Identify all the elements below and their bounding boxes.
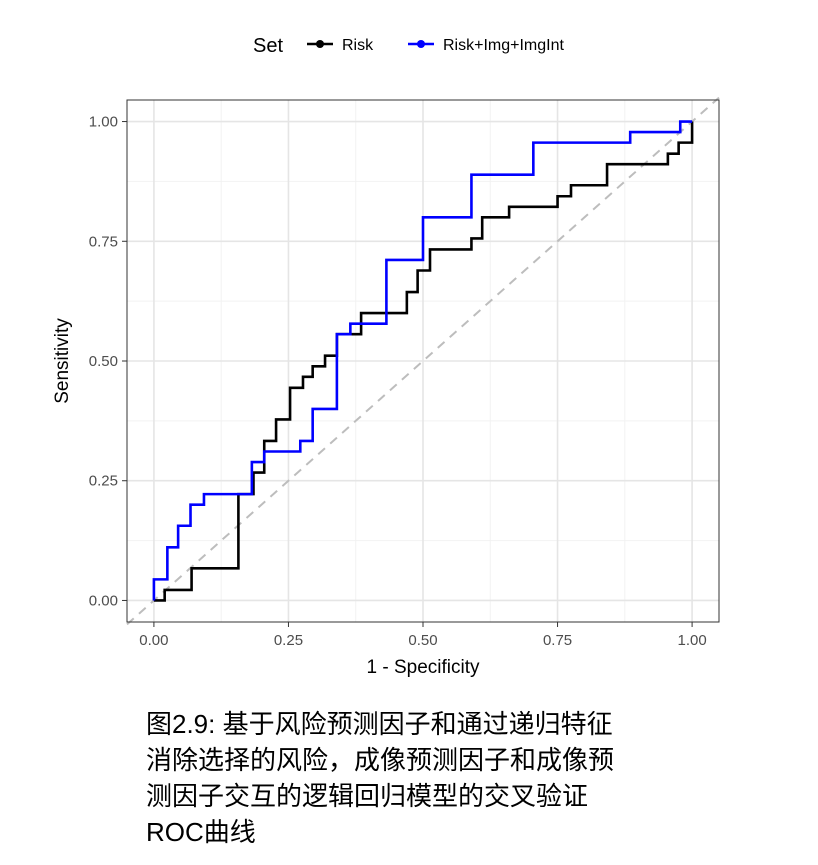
series-layer xyxy=(152,120,694,602)
y-tick-label: 1.00 xyxy=(89,114,118,131)
legend: Set Risk Risk+Img+ImgInt xyxy=(253,35,564,57)
x-tick-label: 0.00 xyxy=(139,632,168,649)
axis-ticks: 0.00 0.25 0.50 0.75 1.00 0.00 0.25 0.50 0.75 1.00 xyxy=(89,114,707,649)
legend-key-risk-dot xyxy=(316,40,324,48)
roc-chart: Set Risk Risk+Img+ImgInt 0.00 0.25 0.50 0.7… xyxy=(52,35,720,678)
legend-label-risk: Risk xyxy=(342,37,374,54)
caption-line-3: 测因子交互的逻辑回归模型的交叉验证 xyxy=(146,781,589,811)
legend-key-risk-img-dot xyxy=(417,40,425,48)
x-axis-title: 1 - Specificity xyxy=(367,657,480,678)
y-axis-title: Sensitivity xyxy=(52,318,73,404)
caption-line-1: 图2.9: 基于风险预测因子和通过递归特征 xyxy=(146,709,613,739)
legend-label-risk-img-imgint: Risk+Img+ImgInt xyxy=(443,37,564,54)
y-tick-label: 0.75 xyxy=(89,233,118,250)
legend-title: Set xyxy=(253,35,283,57)
series-line-risk xyxy=(153,121,694,602)
y-tick-label: 0.25 xyxy=(89,473,118,490)
figure-caption: 图2.9: 基于风险预测因子和通过递归特征 消除选择的风险，成像预测因子和成像预… xyxy=(146,706,706,850)
x-tick-label: 0.50 xyxy=(408,632,437,649)
x-tick-label: 0.75 xyxy=(543,632,572,649)
x-tick-label: 1.00 xyxy=(677,632,706,649)
series-line-risk-img-imgint xyxy=(152,120,693,601)
gridlines xyxy=(127,100,719,622)
x-tick-label: 0.25 xyxy=(274,632,303,649)
caption-line-4: ROC曲线 xyxy=(146,817,256,847)
y-tick-label: 0.50 xyxy=(89,353,118,370)
y-tick-label: 0.00 xyxy=(89,592,118,609)
reference-diagonal xyxy=(126,96,720,626)
caption-line-2: 消除选择的风险，成像预测因子和成像预 xyxy=(146,745,615,775)
